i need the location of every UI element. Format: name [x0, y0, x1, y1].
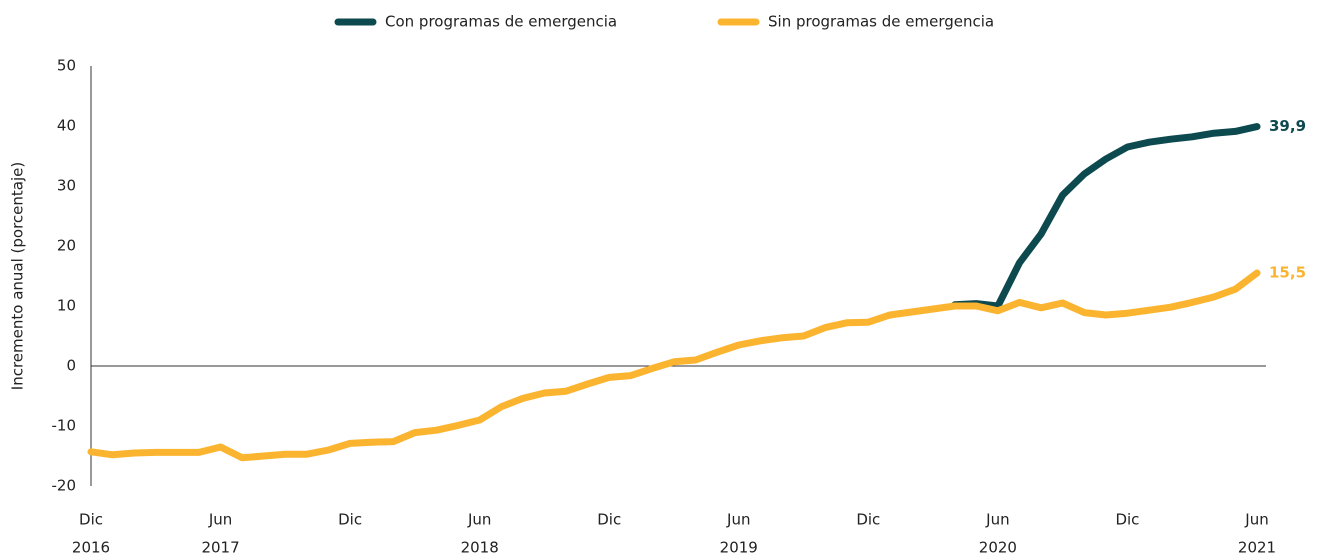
series-line: [87, 269, 1261, 462]
y-tick-label: 10: [57, 297, 76, 315]
y-tick-label: -10: [52, 417, 77, 435]
x-tick-label: Jun: [726, 511, 750, 529]
y-tick-label: 40: [57, 117, 76, 135]
legend-label: Con programas de emergencia: [385, 13, 617, 31]
x-tick-label: Dic: [1115, 511, 1139, 529]
legend-label: Sin programas de emergencia: [768, 13, 994, 31]
x-year-label: 2017: [201, 539, 239, 555]
x-year-label: 2021: [1238, 539, 1276, 555]
y-tick-label: 0: [66, 357, 76, 375]
x-tick-label: Jun: [985, 511, 1009, 529]
x-year-label: 2020: [979, 539, 1017, 555]
x-tick-label: Jun: [1244, 511, 1268, 529]
x-year-label: 2016: [72, 539, 110, 555]
y-axis-label: Incremento anual (porcentaje): [9, 162, 27, 390]
x-tick-label: Dic: [856, 511, 880, 529]
x-year-label: 2018: [461, 539, 499, 555]
end-label: 15,5: [1269, 264, 1306, 282]
y-tick-label: 20: [57, 237, 76, 255]
x-tick-label: Jun: [208, 511, 232, 529]
y-tick-label: 30: [57, 177, 76, 195]
x-tick-label: Dic: [597, 511, 621, 529]
x-tick-label: Dic: [338, 511, 362, 529]
x-year-label: 2019: [720, 539, 758, 555]
x-tick-label: Jun: [467, 511, 491, 529]
end-label: 39,9: [1269, 117, 1306, 135]
y-tick-label: -20: [52, 477, 77, 495]
x-tick-label: Dic: [79, 511, 103, 529]
y-tick-label: 50: [57, 57, 76, 75]
series-line: [951, 123, 1261, 310]
